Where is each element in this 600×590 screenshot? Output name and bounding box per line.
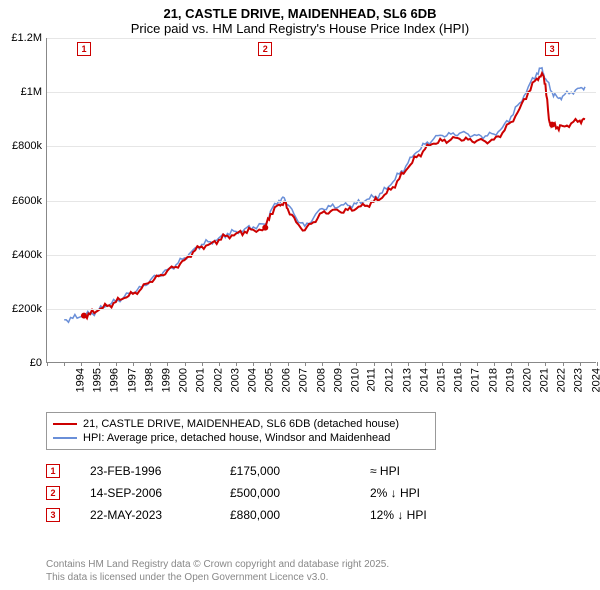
chart-marker-dot-3	[549, 122, 555, 128]
sale-diff: 12% ↓ HPI	[370, 508, 490, 522]
x-tick-label: 2022	[556, 368, 568, 392]
x-tick	[597, 362, 598, 366]
footer-line-2: This data is licensed under the Open Gov…	[46, 572, 389, 585]
sale-marker: 2	[46, 486, 60, 500]
x-tick-label: 2002	[212, 368, 224, 392]
x-tick-label: 1997	[126, 368, 138, 392]
x-tick-label: 2017	[470, 368, 482, 392]
sale-date: 22-MAY-2023	[90, 508, 230, 522]
chart-marker-3: 3	[545, 42, 559, 56]
chart-marker-1: 1	[77, 42, 91, 56]
x-tick-label: 1999	[160, 368, 172, 392]
legend-swatch	[53, 437, 77, 439]
y-tick-label: £0	[30, 357, 42, 369]
gridline	[47, 38, 596, 39]
attribution-footer: Contains HM Land Registry data © Crown c…	[46, 559, 389, 584]
legend-box: 21, CASTLE DRIVE, MAIDENHEAD, SL6 6DB (d…	[46, 412, 436, 450]
x-tick-label: 2008	[315, 368, 327, 392]
chart-marker-2: 2	[258, 42, 272, 56]
x-tick-label: 2001	[195, 368, 207, 392]
x-tick-label: 2004	[246, 368, 258, 392]
sale-price: £880,000	[230, 508, 370, 522]
x-tick-label: 2024	[590, 368, 600, 392]
y-tick-label: £200k	[12, 303, 42, 315]
x-tick-label: 2007	[298, 368, 310, 392]
gridline	[47, 146, 596, 147]
y-tick-label: £400k	[12, 249, 42, 261]
chart-marker-dot-1	[81, 313, 87, 319]
sale-marker: 1	[46, 464, 60, 478]
sale-marker: 3	[46, 508, 60, 522]
title-line-2: Price paid vs. HM Land Registry's House …	[10, 21, 590, 36]
series-price_paid	[84, 73, 585, 318]
y-axis-labels: £0£200k£400k£600k£800k£1M£1.2M	[0, 38, 46, 363]
chart-marker-dot-2	[262, 225, 268, 231]
sale-price: £175,000	[230, 464, 370, 478]
chart-title: 21, CASTLE DRIVE, MAIDENHEAD, SL6 6DB Pr…	[0, 0, 600, 38]
x-tick-label: 2003	[229, 368, 241, 392]
gridline	[47, 201, 596, 202]
x-tick-label: 2005	[264, 368, 276, 392]
x-tick-label: 2020	[521, 368, 533, 392]
x-tick-label: 1998	[143, 368, 155, 392]
sale-row: 1 23-FEB-1996£175,000≈ HPI	[46, 460, 600, 482]
sale-row: 3 22-MAY-2023£880,00012% ↓ HPI	[46, 504, 600, 526]
x-tick-label: 2023	[573, 368, 585, 392]
y-tick-label: £800k	[12, 140, 42, 152]
footer-line-1: Contains HM Land Registry data © Crown c…	[46, 559, 389, 572]
x-tick-label: 2021	[539, 368, 551, 392]
x-tick-label: 2011	[366, 368, 378, 392]
legend-label: 21, CASTLE DRIVE, MAIDENHEAD, SL6 6DB (d…	[83, 418, 399, 430]
y-tick-label: £1M	[21, 86, 42, 98]
sale-diff: ≈ HPI	[370, 464, 490, 478]
x-axis-labels: 1994 1995 1996 1997 1998 1999 2000 2001 2002 2003…	[46, 364, 596, 408]
sale-date: 14-SEP-2006	[90, 486, 230, 500]
x-tick-label: 2015	[435, 368, 447, 392]
x-tick-label: 2018	[487, 368, 499, 392]
plot-region: 1 2 3	[46, 38, 596, 363]
x-tick-label: 1995	[92, 368, 104, 392]
gridline	[47, 255, 596, 256]
sales-table: 1 23-FEB-1996£175,000≈ HPI 2 14-SEP-2006£50…	[46, 460, 600, 526]
x-tick-label: 2014	[418, 368, 430, 392]
x-tick-label: 2019	[504, 368, 516, 392]
sale-row: 2 14-SEP-2006£500,0002% ↓ HPI	[46, 482, 600, 504]
series-hpi	[64, 68, 585, 322]
sale-diff: 2% ↓ HPI	[370, 486, 490, 500]
x-tick-label: 2013	[401, 368, 413, 392]
gridline	[47, 309, 596, 310]
title-line-1: 21, CASTLE DRIVE, MAIDENHEAD, SL6 6DB	[10, 6, 590, 21]
sale-date: 23-FEB-1996	[90, 464, 230, 478]
legend-label: HPI: Average price, detached house, Wind…	[83, 432, 390, 444]
x-tick-label: 2010	[349, 368, 361, 392]
x-tick-label: 2016	[453, 368, 465, 392]
gridline	[47, 92, 596, 93]
sale-price: £500,000	[230, 486, 370, 500]
x-tick-label: 1996	[109, 368, 121, 392]
legend-item: 21, CASTLE DRIVE, MAIDENHEAD, SL6 6DB (d…	[53, 417, 429, 431]
y-tick-label: £600k	[12, 195, 42, 207]
legend-item: HPI: Average price, detached house, Wind…	[53, 431, 429, 445]
legend-swatch	[53, 423, 77, 425]
x-tick-label: 2000	[178, 368, 190, 392]
y-tick-label: £1.2M	[11, 32, 42, 44]
x-tick-label: 1994	[74, 368, 86, 392]
x-tick-label: 2006	[281, 368, 293, 392]
x-tick-label: 2009	[332, 368, 344, 392]
x-tick-label: 2012	[384, 368, 396, 392]
chart-area: £0£200k£400k£600k£800k£1M£1.2M 123 19941…	[0, 38, 600, 408]
